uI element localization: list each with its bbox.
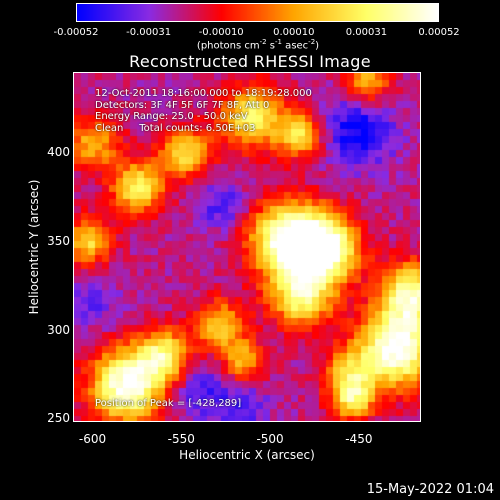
- x-tick-label: -500: [256, 432, 284, 446]
- info-line: 12-Oct-2011 18:16:00.000 to 18:19:28.000: [95, 88, 312, 99]
- colorbar-tick-label: -0.00010: [198, 27, 244, 38]
- x-tick-label: -550: [167, 432, 195, 446]
- plot-area: [73, 72, 421, 422]
- y-axis-label: Heliocentric Y (arcsec): [27, 179, 41, 315]
- footer-date: 15-May-2022 01:04: [366, 482, 494, 497]
- colorbar-tick-label: -0.00031: [126, 27, 172, 38]
- colorbar-tick-label: -0.00052: [53, 27, 99, 38]
- observation-info: 12-Oct-2011 18:16:00.000 to 18:19:28.000…: [95, 88, 312, 134]
- info-line: Detectors: 3F 4F 5F 6F 7F 8F, Att 0: [95, 99, 270, 111]
- y-tick-label: 350: [47, 233, 70, 248]
- info-line: Clean Total counts: 6.50E+03: [95, 122, 256, 134]
- x-tick-label: -600: [78, 432, 107, 446]
- x-axis-label: Heliocentric X (arcsec): [179, 448, 315, 462]
- colorbar-unit-label: (photons cm-2 s-1 asec-2): [196, 38, 320, 52]
- colorbar: [76, 3, 439, 22]
- y-tick-label: 400: [47, 144, 70, 159]
- colorbar-tick-label: 0.00052: [418, 27, 460, 38]
- info-line: Energy Range: 25.0 - 50.0 keV: [95, 111, 248, 123]
- colorbar-tick-label: 0.00031: [345, 27, 388, 38]
- x-tick-label: -450: [345, 432, 373, 446]
- heatmap-image: [74, 73, 420, 421]
- y-tick-label: 300: [47, 322, 70, 337]
- chart-title: Reconstructed RHESSI Image: [129, 52, 371, 71]
- peak-position-label: Position of Peak = [-428,289]: [95, 398, 242, 409]
- y-tick-label: 250: [47, 411, 70, 426]
- colorbar-tick-label: 0.00010: [273, 27, 315, 38]
